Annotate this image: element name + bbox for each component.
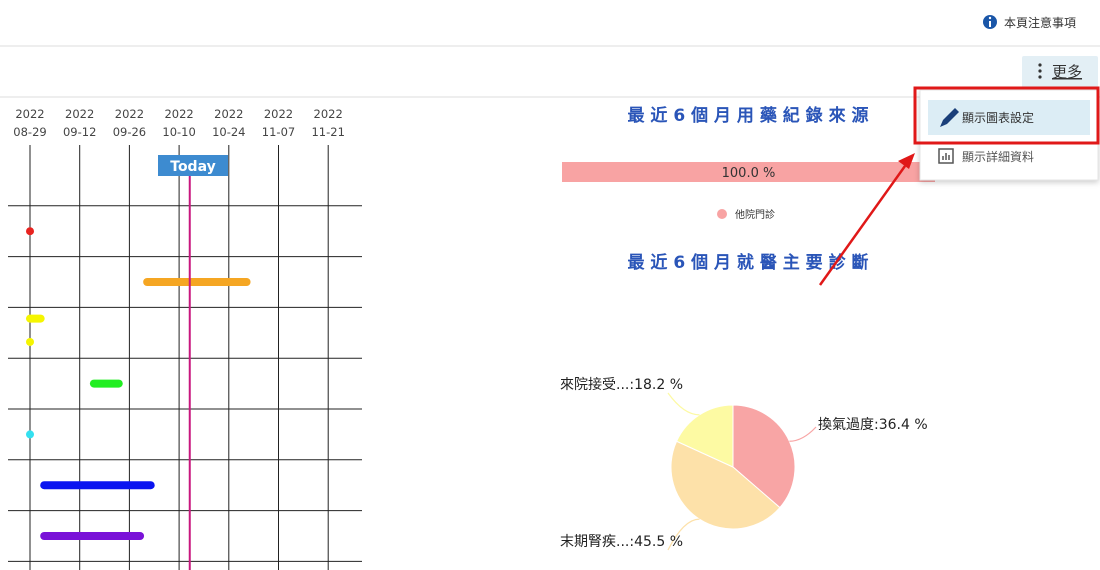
tick-date: 10-24 <box>212 125 245 139</box>
kebab <box>1038 63 1042 67</box>
menu-item[interactable]: 顯示圖表設定 <box>962 110 1034 125</box>
tick-date: 11-07 <box>262 125 295 139</box>
tick-year: 2022 <box>164 107 193 121</box>
tick-date: 09-12 <box>63 125 96 139</box>
pie-slice <box>732 404 796 509</box>
tick-year: 2022 <box>115 107 144 121</box>
right-charts: 最 近 6 個 月 用 藥 紀 錄 來 源 最 近 6 個 月 就 醫 主 要 … <box>562 105 935 551</box>
info-icon-bar <box>989 21 991 27</box>
leader-line <box>667 392 700 416</box>
annotation-arrow <box>818 165 907 286</box>
tick-date: 09-26 <box>113 125 146 139</box>
today-label: Today <box>170 159 215 175</box>
notice-link[interactable]: 本頁注意事項 <box>1004 15 1076 30</box>
leader-line <box>667 518 700 551</box>
chart-icon-bars <box>942 153 950 160</box>
annotation-arrowhead <box>898 153 915 169</box>
legend-label: 他院門診 <box>735 208 775 221</box>
chart-icon <box>938 148 954 164</box>
pie-slice <box>675 404 734 468</box>
medication-title: 最 近 6 個 月 用 藥 紀 錄 來 源 <box>627 105 868 126</box>
today-badge <box>158 155 228 176</box>
tick-year: 2022 <box>15 107 44 121</box>
pie-label: 末期腎疾...:45.5 % <box>560 534 683 550</box>
highlight-box <box>913 86 1100 145</box>
more-label[interactable]: 更多 <box>1052 63 1082 81</box>
diagnosis-title: 最 近 6 個 月 就 醫 主 要 診 斷 <box>627 252 868 273</box>
pie-label: 來院接受...:18.2 % <box>560 377 683 393</box>
legend-swatch <box>717 209 727 219</box>
tick-date: 11-21 <box>311 125 344 139</box>
tick-year: 2022 <box>214 107 243 121</box>
pie-label: 換氣過度:36.4 % <box>818 417 928 433</box>
tick-year: 2022 <box>65 107 94 121</box>
tick-date: 08-29 <box>13 125 46 139</box>
menu-item-highlight[interactable] <box>928 100 1090 135</box>
pencil-icon <box>940 108 959 127</box>
kebab <box>1038 75 1042 79</box>
tick-date: 10-10 <box>162 125 195 139</box>
timeline: 2022 08-29 2022 09-12 2022 09-26 2022 10-10 2022… <box>8 107 362 570</box>
info-icon-dot <box>988 16 992 20</box>
menu-item[interactable]: 顯示詳細資料 <box>962 149 1034 164</box>
tick-year: 2022 <box>314 107 343 121</box>
bar-label: 100.0 % <box>722 166 776 181</box>
leader-line <box>789 426 817 442</box>
kebab <box>1038 69 1042 73</box>
tick-year: 2022 <box>264 107 293 121</box>
pie-slice <box>670 440 781 530</box>
medication-bar <box>562 162 935 182</box>
